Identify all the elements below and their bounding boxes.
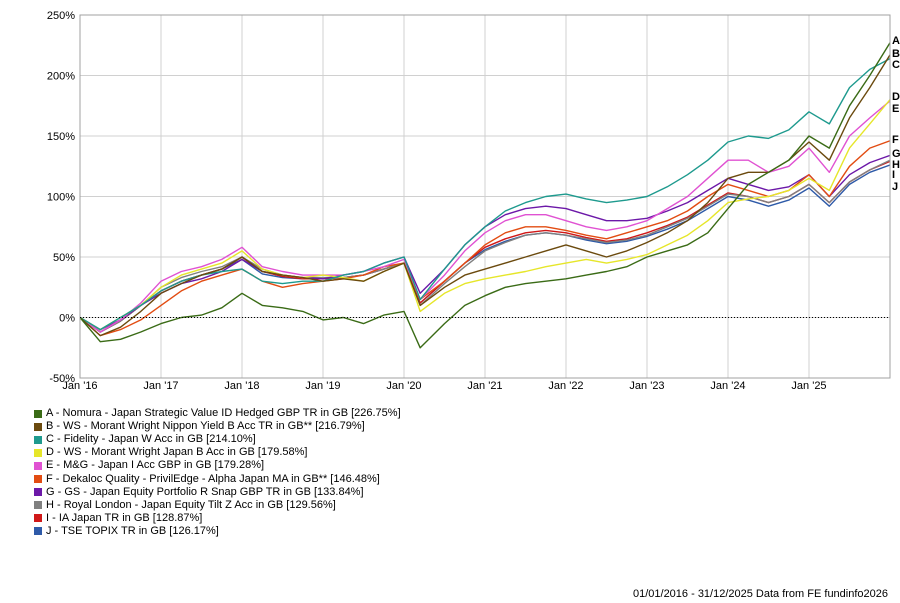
legend-item: C - Fidelity - Japan W Acc in GB [214.10… [34,433,401,446]
y-tick-label: 50% [53,252,75,264]
x-tick-label: Jan '20 [386,380,421,392]
legend-label: A - Nomura - Japan Strategic Value ID He… [46,407,401,420]
legend-label: I - IA Japan TR in GB [128.87%] [46,511,203,524]
x-tick-label: Jan '18 [224,380,259,392]
x-tick-label: Jan '23 [629,380,664,392]
legend-swatch [34,488,42,497]
y-tick-label: 200% [47,71,75,83]
legend-label: B - WS - Morant Wright Nippon Yield B Ac… [46,420,365,433]
legend-item: B - WS - Morant Wright Nippon Yield B Ac… [34,420,401,433]
series-line-e [79,100,891,333]
series-line-a [79,42,891,349]
legend-swatch [34,448,42,457]
y-tick-label: -50% [49,373,75,385]
series-line-c [79,57,891,331]
chart-series [79,42,891,349]
series-line-b [79,54,891,337]
series-line-f [79,140,891,337]
end-label-f: F [892,134,899,146]
end-label-e: E [892,103,899,115]
legend-swatch [34,409,42,418]
legend-item: G - GS - Japan Equity Portfolio R Snap G… [34,486,401,499]
end-label-j: J [892,181,898,193]
legend-label: C - Fidelity - Japan W Acc in GB [214.10… [46,433,256,446]
y-tick-label: 100% [47,192,75,204]
legend-swatch [34,527,42,536]
legend-swatch [34,475,42,484]
chart-axes: 250% 200% 150% 100% 50% 0% -50%Jan '16 Jan '17 J… [47,10,891,392]
series-line-d [79,99,891,331]
legend-swatch [34,461,42,470]
date-range-footer: 01/01/2016 - 31/12/2025 Data from FE fun… [632,588,888,600]
end-label-c: C [892,59,900,71]
end-label-g: G [892,148,900,160]
plot-frame [79,14,891,379]
legend-label: J - TSE TOPIX TR in GB [126.17%] [46,524,219,537]
legend-swatch [34,422,42,431]
legend-swatch [34,435,42,444]
legend-swatch [34,514,42,523]
line-chart: 250% 200% 150% 100% 50% 0% -50%Jan '16 Jan '17 J… [47,10,900,392]
legend-item: F - Dekaloc Quality - PrivilEdge - Alpha… [34,472,401,485]
legend-item: D - WS - Morant Wright Japan B Acc in GB… [34,446,401,459]
legend-item: J - TSE TOPIX TR in GB [126.17%] [34,525,401,538]
end-label-h: H [892,159,900,171]
x-tick-label: Jan '22 [548,380,583,392]
legend-item: E - M&G - Japan I Acc GBP in GB [179.28%… [34,459,401,472]
y-tick-label: 150% [47,131,75,143]
x-tick-label: Jan '19 [305,380,340,392]
legend-item: A - Nomura - Japan Strategic Value ID He… [34,407,401,420]
legend-label: E - M&G - Japan I Acc GBP in GB [179.28%… [46,459,265,472]
end-label-d: D [892,91,900,103]
x-tick-label: Jan '17 [143,380,178,392]
legend-item: H - Royal London - Japan Equity Tilt Z A… [34,499,401,512]
legend-label: G - GS - Japan Equity Portfolio R Snap G… [46,485,364,498]
legend-swatch [34,501,42,510]
end-label-a: A [892,35,900,47]
end-label-i: I [892,169,895,181]
legend-label: D - WS - Morant Wright Japan B Acc in GB… [46,446,308,459]
end-label-b: B [892,48,900,60]
y-tick-label: 250% [47,10,75,22]
legend-item: I - IA Japan TR in GB [128.87%] [34,512,401,525]
legend-label: H - Royal London - Japan Equity Tilt Z A… [46,498,336,511]
x-tick-label: Jan '24 [710,380,745,392]
y-tick-label: 0% [59,313,75,325]
x-tick-label: Jan '25 [791,380,826,392]
chart-legend: A - Nomura - Japan Strategic Value ID He… [34,407,401,538]
legend-label: F - Dekaloc Quality - PrivilEdge - Alpha… [46,472,380,485]
x-tick-label: Jan '16 [62,380,97,392]
x-tick-label: Jan '21 [467,380,502,392]
